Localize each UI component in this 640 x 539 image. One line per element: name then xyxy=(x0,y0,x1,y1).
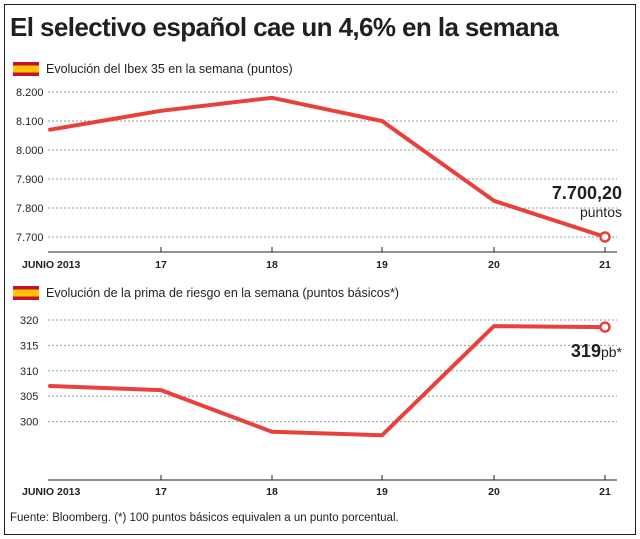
x-tick-label: 17 xyxy=(155,259,167,271)
headline: El selectivo español cae un 4,6% en la s… xyxy=(10,12,559,42)
chart-subtitle: Evolución de la prima de riesgo en la se… xyxy=(46,286,399,300)
x-tick-label: 19 xyxy=(376,259,388,271)
y-tick-label: 320 xyxy=(20,315,38,327)
annotation-unit: puntos xyxy=(580,204,622,220)
last-point-marker xyxy=(599,231,611,243)
y-tick-label: 305 xyxy=(20,391,38,403)
annotation-label: 319pb* xyxy=(571,341,623,361)
x-tick-label: JUNIO 2013 xyxy=(22,486,81,498)
x-tick-label: 20 xyxy=(488,259,500,271)
x-tick-label: 21 xyxy=(599,486,611,498)
chart-panel-1: Evolución del Ibex 35 en la semana (punt… xyxy=(13,62,622,271)
series-line xyxy=(48,324,607,438)
spain-flag-icon xyxy=(13,286,39,300)
annotation-value: 319 xyxy=(571,341,601,361)
x-tick-label: 19 xyxy=(376,486,388,498)
y-tick-label: 315 xyxy=(20,340,38,352)
chart-subtitle: Evolución del Ibex 35 en la semana (punt… xyxy=(46,62,293,76)
y-tick-label: 310 xyxy=(20,366,38,378)
x-tick-label: 17 xyxy=(155,486,167,498)
x-tick-label: 21 xyxy=(599,259,611,271)
x-tick-label: 18 xyxy=(266,486,278,498)
spain-flag-icon xyxy=(13,62,39,76)
x-tick-label: JUNIO 2013 xyxy=(22,259,81,271)
y-tick-label: 300 xyxy=(20,417,38,429)
y-tick-label: 7.900 xyxy=(16,174,44,186)
source-footnote: Fuente: Bloomberg. (*) 100 puntos básico… xyxy=(10,512,399,524)
last-point-marker xyxy=(599,321,611,333)
y-tick-label: 7.700 xyxy=(16,232,44,244)
x-tick-label: 18 xyxy=(266,259,278,271)
y-tick-label: 8.200 xyxy=(16,87,44,99)
chart-panel-2: Evolución de la prima de riesgo en la se… xyxy=(13,286,623,498)
series-line xyxy=(48,95,607,239)
flag-yellow-band xyxy=(13,65,39,73)
x-tick-label: 20 xyxy=(488,486,500,498)
flag-yellow-band xyxy=(13,289,39,297)
y-tick-label: 7.800 xyxy=(16,203,44,215)
annotation-value: 7.700,20 xyxy=(552,183,622,203)
y-tick-label: 8.100 xyxy=(16,116,44,128)
annotation-unit: pb* xyxy=(601,344,623,360)
y-tick-label: 8.000 xyxy=(16,145,44,157)
